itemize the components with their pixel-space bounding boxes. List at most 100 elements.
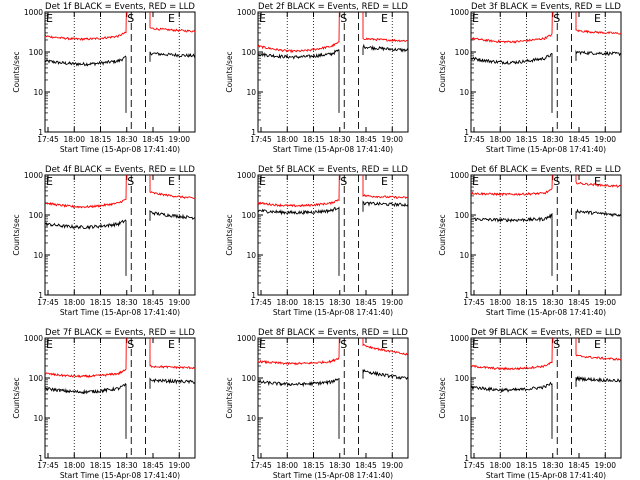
x-tick-label: 18:15 xyxy=(516,461,538,470)
lld-series-line xyxy=(257,174,340,208)
saa-marker-label: S xyxy=(553,338,560,351)
y-axis-label: Counts/sec xyxy=(438,214,447,255)
x-tick-label: 19:00 xyxy=(168,461,190,470)
start-marker-label: E xyxy=(46,175,53,188)
lld-series-line xyxy=(44,174,127,209)
x-axis-label: Start Time (15-Apr-08 17:41:40) xyxy=(486,145,606,154)
lld-series-line xyxy=(362,175,409,200)
y-tick-label: 1000 xyxy=(237,334,256,343)
x-tick-label: 18:45 xyxy=(568,461,590,470)
saa-marker-label: S xyxy=(340,175,347,188)
x-tick-label: 18:30 xyxy=(116,461,138,470)
panel-title: Det 3f BLACK = Events, RED = LLD xyxy=(471,2,621,12)
x-tick-label: 18:30 xyxy=(542,135,564,144)
y-tick-label: 1000 xyxy=(24,334,43,343)
plot-frame xyxy=(470,174,622,296)
x-tick-label: 18:45 xyxy=(568,135,590,144)
start-marker-label: E xyxy=(472,175,479,188)
x-axis-label: Start Time (15-Apr-08 17:41:40) xyxy=(60,145,180,154)
lld-series-line xyxy=(575,338,622,361)
saa-marker-label: S xyxy=(127,12,134,25)
lld-series-line xyxy=(362,12,409,43)
y-tick-label: 100 xyxy=(455,48,470,57)
y-tick-label: 1000 xyxy=(450,334,469,343)
y-axis-label: Counts/sec xyxy=(438,51,447,92)
y-tick-label: 100 xyxy=(242,48,257,57)
x-tick-label: 17:45 xyxy=(37,461,59,470)
events-series-line xyxy=(362,368,409,380)
y-tick-label: 1000 xyxy=(237,171,256,180)
y-tick-label: 100 xyxy=(29,211,44,220)
y-tick-label: 10 xyxy=(246,414,256,423)
x-tick-label: 18:00 xyxy=(63,298,85,307)
lld-series-line xyxy=(470,174,553,197)
y-axis-label: Counts/sec xyxy=(12,214,21,255)
events-series-line xyxy=(44,55,127,113)
x-axis-label: Start Time (15-Apr-08 17:41:40) xyxy=(273,145,393,154)
end-marker-label: E xyxy=(381,175,388,188)
x-tick-label: 18:15 xyxy=(303,135,325,144)
lld-series-line xyxy=(257,337,340,366)
panel-3: Det 3f BLACK = Events, RED = LLD 1 10 100 10… xyxy=(438,2,622,154)
panel-title: Det 4f BLACK = Events, RED = LLD xyxy=(45,165,195,175)
y-tick-label: 1 xyxy=(251,128,256,137)
events-series-line xyxy=(362,43,409,55)
events-series-line xyxy=(575,49,622,61)
x-tick-label: 18:00 xyxy=(489,461,511,470)
saa-marker-label: S xyxy=(340,12,347,25)
y-tick-label: 10 xyxy=(246,251,256,260)
x-tick-label: 18:00 xyxy=(489,298,511,307)
x-tick-label: 17:45 xyxy=(37,298,59,307)
end-marker-label: E xyxy=(381,12,388,25)
panel-title: Det 9f BLACK = Events, RED = LLD xyxy=(471,328,621,338)
start-marker-label: E xyxy=(46,12,53,25)
lld-series-line xyxy=(149,12,196,33)
lld-series-line xyxy=(257,11,340,54)
x-tick-label: 17:45 xyxy=(463,135,485,144)
panel-7: Det 7f BLACK = Events, RED = LLD 1 10 100 10… xyxy=(12,328,196,480)
x-tick-label: 18:30 xyxy=(542,461,564,470)
y-tick-label: 1000 xyxy=(450,8,469,17)
y-tick-label: 10 xyxy=(459,88,469,97)
x-tick-label: 18:15 xyxy=(303,461,325,470)
panel-title: Det 6f BLACK = Events, RED = LLD xyxy=(471,165,621,175)
events-series-line xyxy=(470,212,553,276)
y-tick-label: 10 xyxy=(33,414,43,423)
x-tick-label: 18:00 xyxy=(276,135,298,144)
end-marker-label: E xyxy=(594,338,601,351)
x-tick-label: 18:15 xyxy=(516,135,538,144)
events-series-line xyxy=(257,206,340,276)
y-tick-label: 100 xyxy=(242,374,257,383)
x-tick-label: 17:45 xyxy=(37,135,59,144)
x-tick-label: 18:15 xyxy=(90,298,112,307)
y-tick-label: 1 xyxy=(464,291,469,300)
x-tick-label: 19:00 xyxy=(381,461,403,470)
x-tick-label: 18:45 xyxy=(142,135,164,144)
lld-series-line xyxy=(44,11,127,42)
lld-series-line xyxy=(575,12,622,35)
y-tick-label: 10 xyxy=(33,88,43,97)
x-tick-label: 19:00 xyxy=(381,298,403,307)
lld-series-line xyxy=(44,337,127,379)
y-tick-label: 1 xyxy=(38,291,43,300)
lld-series-line xyxy=(575,175,621,188)
x-axis-label: Start Time (15-Apr-08 17:41:40) xyxy=(60,308,180,317)
panel-6: Det 6f BLACK = Events, RED = LLD 1 10 100 10… xyxy=(438,165,622,317)
x-tick-label: 19:00 xyxy=(594,298,616,307)
end-marker-label: E xyxy=(168,175,175,188)
x-tick-label: 18:45 xyxy=(355,298,377,307)
plot-frame xyxy=(44,11,196,133)
x-tick-label: 19:00 xyxy=(594,461,616,470)
start-marker-label: E xyxy=(472,338,479,351)
x-tick-label: 17:45 xyxy=(463,298,485,307)
panel-title: Det 2f BLACK = Events, RED = LLD xyxy=(258,2,408,12)
panel-9: Det 9f BLACK = Events, RED = LLD 1 10 100 10… xyxy=(438,328,622,480)
events-series-line xyxy=(44,219,127,276)
start-marker-label: E xyxy=(46,338,53,351)
y-tick-label: 10 xyxy=(459,251,469,260)
y-tick-label: 1000 xyxy=(450,171,469,180)
y-axis-label: Counts/sec xyxy=(225,377,234,418)
panel-title: Det 1f BLACK = Events, RED = LLD xyxy=(45,2,195,12)
panel-8: Det 8f BLACK = Events, RED = LLD 1 10 100 10… xyxy=(225,328,409,480)
x-axis-label: Start Time (15-Apr-08 17:41:40) xyxy=(60,471,180,480)
